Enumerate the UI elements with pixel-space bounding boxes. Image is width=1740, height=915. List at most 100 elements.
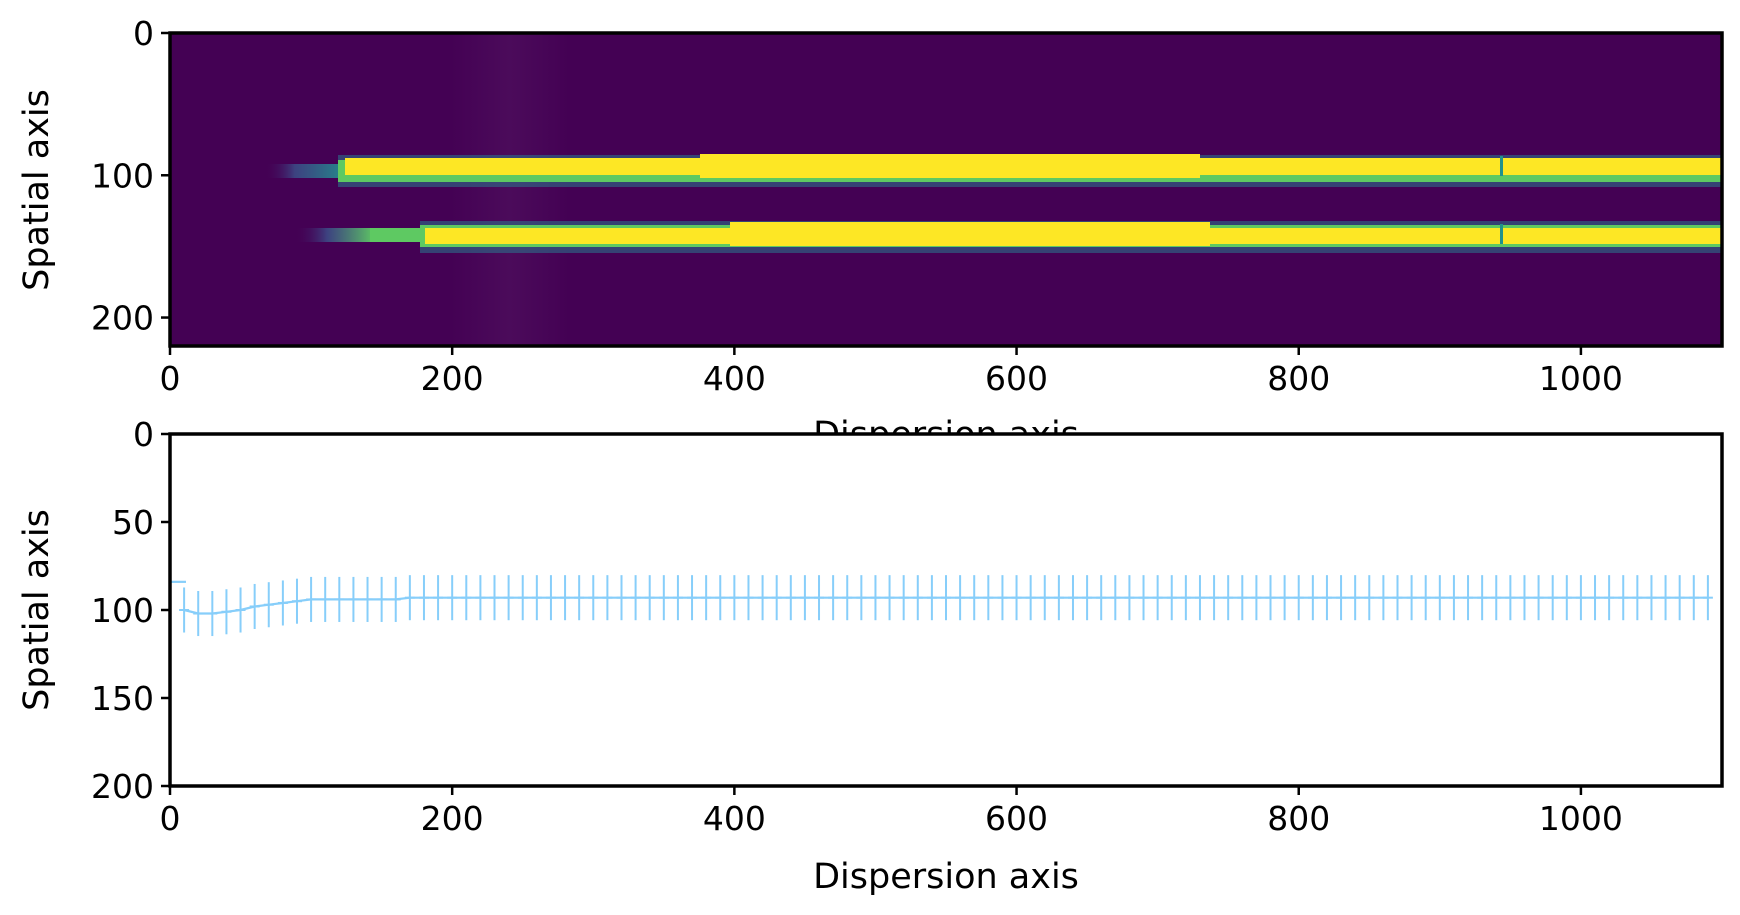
bottom-x-tick-label: 0 <box>160 799 181 838</box>
trace-point <box>743 575 754 621</box>
trace-point <box>1491 575 1502 621</box>
trace-point <box>1180 575 1191 621</box>
trace-point <box>1561 575 1572 621</box>
trace-point <box>983 575 994 621</box>
trace-point <box>193 590 204 637</box>
trace-point <box>291 578 302 624</box>
trace-point <box>1533 575 1544 621</box>
trace-point <box>1632 575 1643 621</box>
trace-point <box>348 576 359 622</box>
trace-point <box>235 587 246 633</box>
trace-point <box>955 575 966 621</box>
trace-point <box>207 590 218 637</box>
trace-point <box>1590 575 1601 621</box>
trace-point <box>1448 575 1459 621</box>
trace-point <box>870 575 881 621</box>
top-axes-frame <box>168 31 1724 348</box>
trace-point <box>433 575 444 621</box>
image-background <box>170 33 1722 346</box>
upper-trace-faint-lead <box>265 164 350 178</box>
trace-point <box>785 575 796 621</box>
trace-point <box>842 575 853 621</box>
trace-point <box>418 575 429 621</box>
top-x-tick-label: 800 <box>1267 359 1330 398</box>
bottom-y-tick-label: 200 <box>91 767 154 806</box>
trace-point <box>997 575 1008 621</box>
trace-point <box>447 575 458 621</box>
bottom-x-tick-label: 1000 <box>1539 799 1623 838</box>
bottom-x-tick-label: 800 <box>1267 799 1330 838</box>
trace-point <box>912 575 923 621</box>
trace-point <box>1336 575 1347 621</box>
trace-point <box>1194 575 1205 621</box>
trace-point <box>1138 575 1149 621</box>
trace-point <box>475 575 486 621</box>
bottom-y-axis-label: Spatial axis <box>17 509 57 711</box>
top-y-tick-label: 0 <box>133 14 154 53</box>
trace-point <box>771 575 782 621</box>
trace-point <box>1307 575 1318 621</box>
trace-point <box>898 575 909 621</box>
trace-point <box>701 575 712 621</box>
trace-point <box>1251 575 1262 621</box>
trace-point <box>1420 575 1431 621</box>
trace-point <box>249 583 260 630</box>
trace-point <box>1237 575 1248 621</box>
trace-point <box>814 575 825 621</box>
trace-point <box>320 576 331 622</box>
trace-point <box>1547 575 1558 621</box>
trace-point <box>729 575 740 621</box>
trace-points <box>170 575 1713 637</box>
trace-point <box>1434 575 1445 621</box>
trace-point <box>1505 575 1516 621</box>
trace-point <box>828 575 839 621</box>
bottom-x-tick-label: 400 <box>703 799 766 838</box>
trace-point <box>574 575 585 621</box>
trace-point <box>658 575 669 621</box>
trace-point <box>1279 575 1290 621</box>
bottom-x-tick-label: 600 <box>985 799 1048 838</box>
trace-point <box>715 575 726 621</box>
trace-point <box>1152 575 1163 621</box>
trace-point <box>799 575 810 621</box>
bottom-y-tick-label: 0 <box>133 415 154 454</box>
trace-point <box>1321 575 1332 621</box>
top-x-tick-label: 1000 <box>1539 359 1623 398</box>
trace-point <box>1025 575 1036 621</box>
trace-point <box>1463 575 1474 621</box>
trace-point <box>560 575 571 621</box>
trace-point <box>1011 575 1022 621</box>
trace-point <box>1702 575 1713 621</box>
lower-trace-mid <box>370 228 425 242</box>
trace-point <box>672 575 683 621</box>
top-x-tick-label: 400 <box>703 359 766 398</box>
lower-trace <box>295 221 1722 253</box>
trace-point <box>1406 575 1417 621</box>
trace-point <box>390 576 401 622</box>
trace-point <box>404 575 415 621</box>
trace-point <box>1110 575 1121 621</box>
trace-point <box>1660 575 1671 621</box>
upper-trace-core-wide <box>700 154 1200 178</box>
bottom-y-tick-label: 150 <box>91 679 154 718</box>
top-y-axis-label: Spatial axis <box>17 89 57 291</box>
bottom-x-tick-label: 200 <box>421 799 484 838</box>
trace-point <box>969 575 980 621</box>
trace-point <box>757 575 768 621</box>
upper-trace-dip <box>1500 156 1503 176</box>
trace-point <box>1618 575 1629 621</box>
trace-point <box>602 575 613 621</box>
trace-point <box>1265 575 1276 621</box>
trace-point <box>1364 575 1375 621</box>
trace-point <box>1477 575 1488 621</box>
trace-point <box>1223 575 1234 621</box>
trace-point <box>461 575 472 621</box>
trace-point <box>517 575 528 621</box>
trace-point <box>1688 575 1699 621</box>
upper-trace <box>265 154 1722 187</box>
trace-point <box>1350 575 1361 621</box>
trace-point <box>1646 575 1657 621</box>
trace-point <box>1166 575 1177 621</box>
trace-point <box>1519 575 1530 621</box>
trace-point <box>1082 575 1093 621</box>
